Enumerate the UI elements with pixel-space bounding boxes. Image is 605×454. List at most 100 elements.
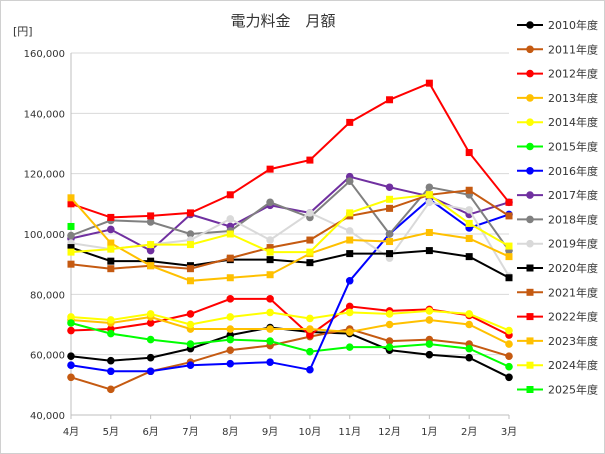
- data-point: [107, 265, 115, 273]
- legend-marker: [526, 264, 534, 272]
- data-point: [386, 204, 394, 212]
- data-point: [67, 194, 75, 202]
- data-point: [186, 277, 194, 285]
- legend-entry: 2017年度: [517, 188, 598, 202]
- legend-label: 2025年度: [548, 383, 598, 397]
- series-2025年度: [67, 222, 75, 230]
- data-point: [186, 310, 195, 318]
- data-point: [345, 328, 354, 336]
- data-point: [385, 310, 394, 318]
- data-point: [385, 183, 394, 192]
- data-point: [465, 219, 473, 227]
- data-point: [147, 212, 155, 220]
- data-point: [266, 295, 274, 303]
- legend-marker: [526, 69, 534, 78]
- legend-entry: 2022年度: [517, 310, 598, 324]
- data-point: [67, 313, 75, 321]
- data-point: [386, 238, 394, 246]
- series-2015年度: [67, 319, 513, 371]
- data-point: [146, 310, 155, 318]
- legend-entry: 2020年度: [517, 261, 598, 275]
- data-point: [266, 325, 274, 333]
- data-point: [425, 247, 433, 255]
- x-tick-label: 5月: [103, 426, 119, 438]
- x-tick-label: 3月: [501, 426, 517, 438]
- legend-marker: [526, 313, 534, 321]
- data-point: [67, 361, 75, 370]
- legend-marker: [526, 118, 534, 126]
- data-point: [226, 274, 234, 282]
- legend-label: 2019年度: [548, 237, 598, 251]
- series-line: [70, 309, 510, 332]
- data-point: [146, 353, 155, 362]
- series-2016年度: [67, 195, 513, 376]
- legend-marker: [526, 142, 534, 151]
- x-tick-label: 9月: [262, 426, 278, 438]
- data-point: [226, 313, 235, 321]
- data-point: [107, 213, 115, 221]
- data-point: [107, 245, 115, 253]
- legend-marker: [526, 21, 534, 29]
- legend-label: 2011年度: [548, 42, 598, 56]
- data-point: [505, 326, 513, 335]
- data-point: [345, 177, 354, 186]
- data-point: [146, 319, 155, 327]
- y-tick-label: 120,000: [24, 170, 65, 181]
- y-tick-label: 80,000: [30, 290, 65, 301]
- data-point: [465, 235, 473, 243]
- data-point: [107, 316, 115, 324]
- data-point: [107, 257, 115, 265]
- legend-entry: 2021年度: [517, 285, 598, 299]
- data-point: [226, 215, 235, 223]
- data-point: [67, 231, 75, 240]
- data-point: [146, 367, 155, 376]
- y-tick-label: 140,000: [24, 109, 65, 120]
- data-point: [107, 367, 115, 376]
- data-point: [385, 343, 394, 351]
- legend-entry: 2025年度: [517, 383, 598, 397]
- data-point: [186, 241, 194, 249]
- legend-marker: [526, 239, 534, 248]
- series-line: [70, 175, 510, 252]
- data-point: [345, 343, 354, 351]
- x-tick-label: 6月: [142, 426, 158, 438]
- data-point: [465, 206, 473, 214]
- x-tick-label: 7月: [182, 426, 198, 438]
- data-point: [186, 320, 195, 329]
- data-point: [107, 356, 115, 365]
- legend-marker: [526, 288, 534, 296]
- legend-entry: 2012年度: [517, 67, 598, 81]
- data-point: [306, 365, 314, 374]
- chart-title: 電力料金 月額: [230, 12, 335, 30]
- legend-marker: [526, 215, 534, 224]
- data-point: [346, 250, 354, 258]
- y-tick-label: 40,000: [30, 411, 65, 422]
- legend-entry: 2019年度: [517, 237, 598, 251]
- data-point: [465, 310, 473, 318]
- x-tick-label: 10月: [299, 426, 322, 438]
- data-point: [226, 230, 234, 238]
- data-point: [147, 257, 155, 265]
- series-2017年度: [67, 172, 513, 255]
- legend-label: 2021年度: [548, 285, 598, 299]
- legend-label: 2022年度: [548, 310, 598, 324]
- y-tick-label: 60,000: [30, 351, 65, 362]
- data-point: [306, 314, 314, 323]
- legend: 2010年度 2011年度 2012年度 2013年度 2014年度 2015年度 2016…: [517, 18, 598, 397]
- data-point: [67, 222, 75, 230]
- data-point: [266, 244, 274, 252]
- data-point: [266, 198, 274, 207]
- data-point: [306, 248, 314, 256]
- x-tick-label: 4月: [63, 426, 79, 438]
- x-tick-label: 11月: [338, 426, 361, 438]
- series-line: [70, 193, 510, 254]
- series-2024年度: [67, 191, 513, 256]
- data-point: [345, 227, 354, 235]
- data-point: [346, 209, 354, 217]
- data-point: [386, 250, 394, 258]
- data-point: [226, 325, 235, 333]
- series-2014年度: [67, 307, 513, 335]
- legend-label: 2015年度: [548, 140, 598, 154]
- data-point: [67, 373, 75, 382]
